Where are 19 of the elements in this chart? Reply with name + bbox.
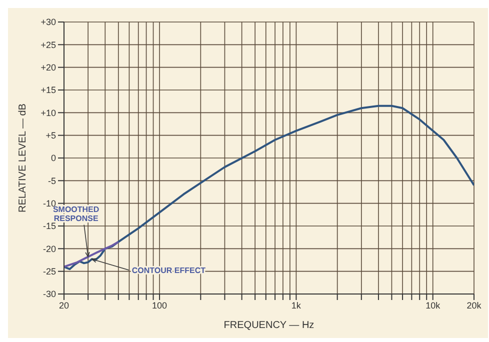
y-tick-label: +30	[40, 17, 56, 28]
x-tick-label: 20k	[466, 300, 482, 310]
y-axis-title: RELATIVE LEVEL — dB	[18, 103, 29, 212]
x-tick-label: 1k	[291, 300, 302, 310]
y-tick-label: -25	[42, 266, 56, 277]
y-tick-label: +10	[40, 108, 56, 118]
y-tick-label: 0	[50, 153, 56, 164]
y-tick-label: -30	[42, 289, 56, 300]
y-tick-label: +25	[40, 40, 56, 50]
x-tick-label: 10k	[426, 300, 441, 310]
y-tick-label: -15	[42, 221, 56, 232]
y-tick-label: -5	[48, 176, 56, 186]
x-axis-title: FREQUENCY — Hz	[224, 320, 314, 331]
y-tick-label: -20	[42, 244, 56, 254]
y-tick-label: +5	[46, 130, 56, 141]
x-tick-label: 100	[152, 300, 168, 310]
y-tick-label: +15	[40, 85, 56, 96]
y-tick-label: +20	[40, 62, 56, 73]
x-tick-label: 20	[58, 300, 70, 310]
